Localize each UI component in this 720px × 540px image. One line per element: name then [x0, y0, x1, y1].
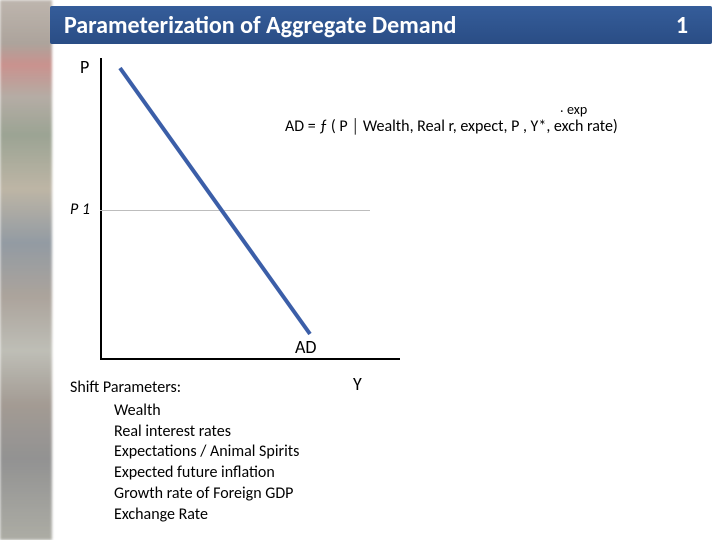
p1-label: P 1: [70, 200, 90, 219]
shift-parameters: Shift Parameters: Wealth Real interest r…: [70, 378, 299, 526]
x-axis: [100, 358, 400, 360]
slide: Parameterization of Aggregate Demand 1 P…: [0, 0, 720, 540]
slide-title: Parameterization of Aggregate Demand: [64, 11, 456, 40]
shift-item: Expected future inflation: [114, 463, 299, 484]
left-photo-strip: [0, 0, 52, 540]
formula-text: AD = ƒ ( P │ Wealth, Real r, expect, P ,…: [285, 117, 618, 136]
shift-list: Wealth Real interest rates Expectations …: [114, 401, 299, 526]
ad-curve-label: AD: [295, 336, 317, 358]
shift-title: Shift Parameters:: [70, 378, 299, 399]
formula-exp-superscript: exp: [567, 102, 587, 117]
shift-item: Wealth: [114, 401, 299, 422]
slide-number: 1: [676, 11, 698, 40]
shift-item: Real interest rates: [114, 422, 299, 443]
formula-dot: .: [560, 100, 564, 115]
ad-formula: . exp AD = ƒ ( P │ Wealth, Real r, expec…: [285, 118, 618, 136]
title-bar: Parameterization of Aggregate Demand 1: [50, 6, 712, 44]
shift-item: Expectations / Animal Spirits: [114, 442, 299, 463]
shift-item: Exchange Rate: [114, 505, 299, 526]
y-axis-label: P: [80, 56, 89, 78]
ad-curve: [120, 68, 360, 348]
y-axis: [100, 58, 102, 358]
x-axis-label: Y: [353, 373, 362, 395]
ad-chart: P P 1 AD Y . exp AD = ƒ ( P │ Wealth, Re…: [70, 58, 700, 378]
shift-item: Growth rate of Foreign GDP: [114, 484, 299, 505]
